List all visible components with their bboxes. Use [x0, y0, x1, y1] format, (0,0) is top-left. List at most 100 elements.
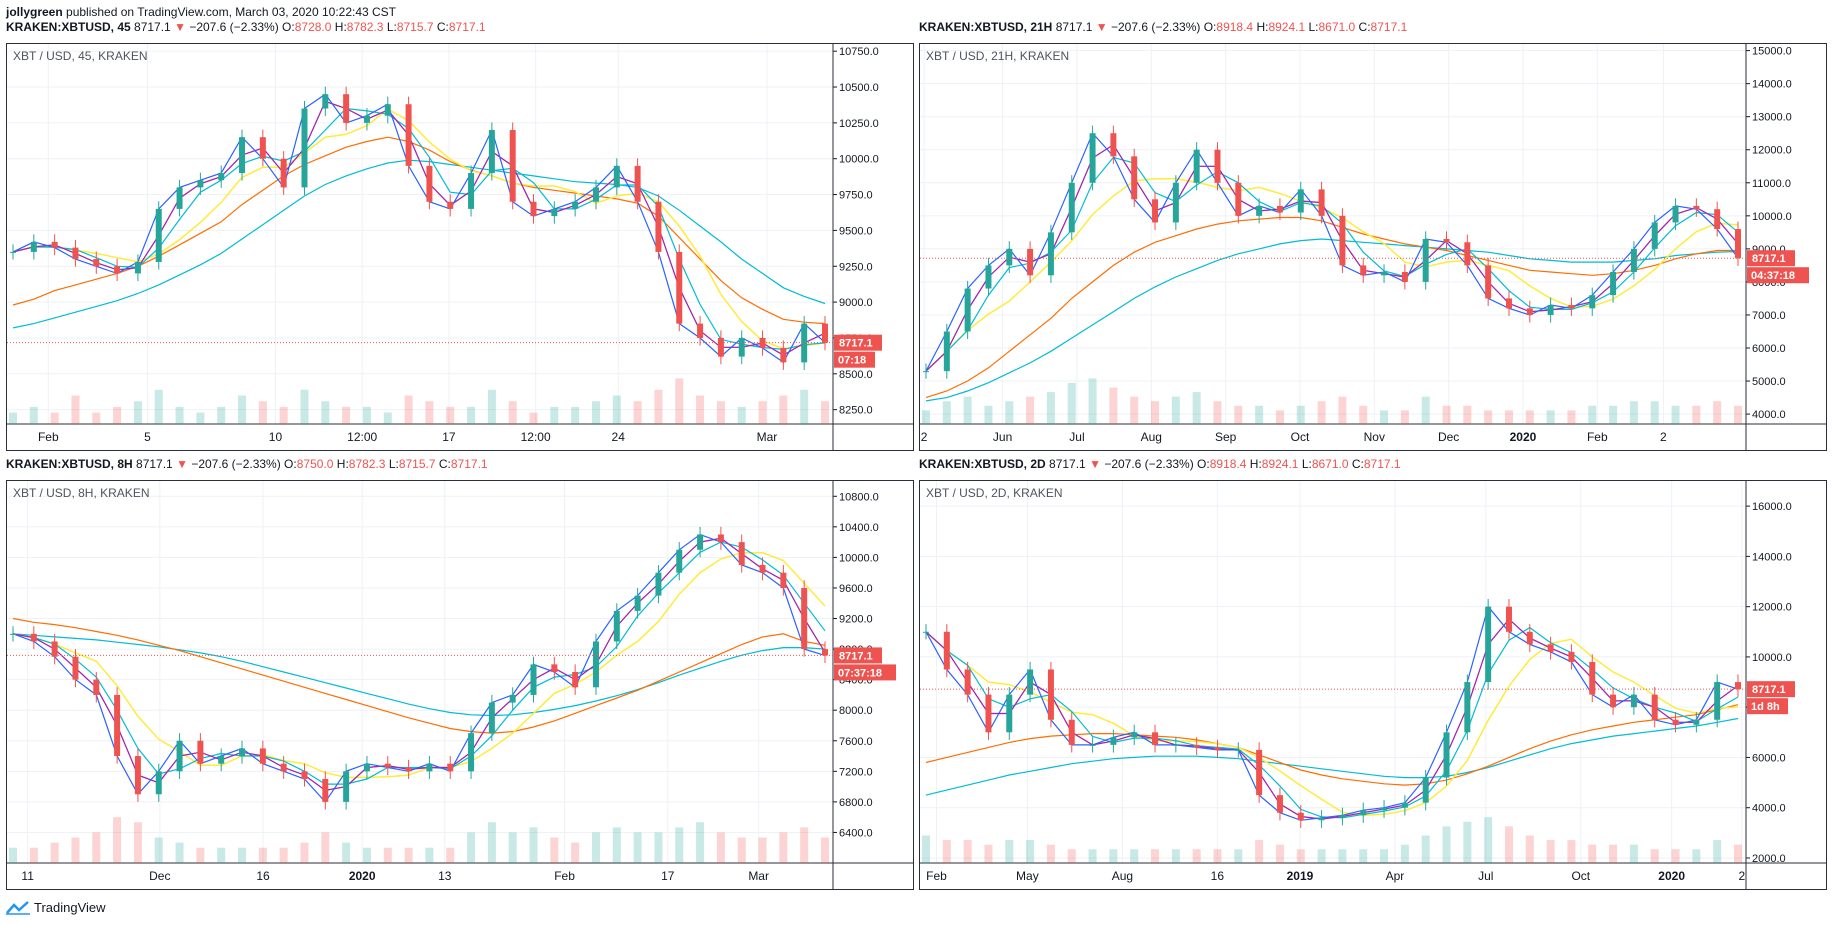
- candle-body: [1339, 215, 1346, 266]
- volume-bar: [1463, 405, 1472, 424]
- candle-body: [10, 251, 16, 253]
- change-value: −207.6 (−2.33%): [191, 457, 281, 471]
- volume-bar: [1442, 405, 1451, 424]
- tradingview-logo[interactable]: TradingView: [6, 900, 106, 915]
- candle-body: [322, 94, 329, 109]
- candle-body: [1193, 744, 1200, 748]
- chart-svg-2d[interactable]: 16000.014000.012000.010000.08000.06000.0…: [920, 481, 1826, 889]
- candle-body: [801, 323, 808, 363]
- panel-header-1: KRAKEN:XBTUSD, 45 8717.1 ▼ −207.6 (−2.33…: [6, 20, 486, 34]
- volume-bar: [529, 412, 538, 424]
- candle-body: [1505, 298, 1512, 309]
- volume-bar: [1525, 410, 1534, 424]
- volume-bar: [71, 837, 80, 863]
- y-tick-label: 2000.0: [1752, 853, 1786, 865]
- x-tick-label: May: [1016, 869, 1039, 883]
- volume-bar: [571, 406, 580, 424]
- candle-body: [1672, 719, 1679, 725]
- candle-body: [697, 534, 704, 550]
- volume-bar: [1213, 401, 1222, 424]
- candle-body: [447, 763, 454, 772]
- chart-svg-8h[interactable]: 10800.010400.010000.09600.09200.08800.08…: [7, 481, 913, 889]
- last-price-label: 8717.1: [1752, 253, 1786, 265]
- symbol-label: KRAKEN:XBTUSD, 45: [6, 20, 131, 34]
- candle-body: [1526, 631, 1533, 645]
- y-tick-label: 6400.0: [839, 827, 873, 839]
- volume-bar: [154, 837, 163, 863]
- volume-bar: [50, 842, 59, 863]
- candle-body: [155, 208, 162, 262]
- volume-bar: [404, 847, 413, 863]
- volume-bar: [362, 847, 371, 863]
- candle-body: [1735, 682, 1741, 690]
- candle-body: [134, 756, 141, 795]
- volume-bar: [279, 406, 288, 424]
- volume-bar: [821, 401, 829, 424]
- candle-body: [93, 679, 100, 695]
- x-tick-label: Sep: [1215, 430, 1237, 444]
- volume-bar: [758, 401, 767, 424]
- volume-bar: [1380, 410, 1389, 424]
- x-tick-label: 2020: [1658, 869, 1685, 883]
- volume-bar: [508, 832, 517, 863]
- candle-body: [447, 201, 454, 209]
- y-tick-label: 8000.0: [839, 705, 873, 717]
- volume-bar: [612, 395, 621, 424]
- volume-bar: [487, 822, 496, 863]
- y-tick-label: 10250.0: [839, 118, 879, 130]
- ma-300-line: [925, 717, 1739, 796]
- x-tick-label: Feb: [38, 430, 59, 444]
- high-value: 8782.3: [346, 20, 384, 34]
- candle-body: [1006, 694, 1013, 733]
- candle-body: [72, 656, 79, 680]
- volume-bar: [779, 395, 788, 424]
- x-tick-label: 16: [256, 869, 270, 883]
- candle-body: [1027, 248, 1034, 276]
- y-tick-label: 14000.0: [1752, 79, 1792, 91]
- candle-body: [697, 323, 704, 338]
- y-tick-label: 6800.0: [839, 797, 873, 809]
- volume-bar: [175, 406, 184, 424]
- volume-bar: [1338, 396, 1347, 424]
- last-price-tag: [834, 647, 882, 664]
- candle-body: [218, 173, 225, 181]
- candle-body: [1235, 182, 1242, 216]
- volume-bar: [342, 406, 351, 424]
- candle-body: [738, 337, 745, 357]
- last-price-tag: [834, 334, 882, 351]
- chart-svg-45[interactable]: 10750.0 10500.0 10250.0 10000.0 9750.0 9500.0…: [7, 44, 913, 450]
- y-tick-label: 14000.0: [1752, 551, 1792, 563]
- volume-bar: [529, 827, 538, 863]
- candle-body: [1339, 815, 1346, 818]
- volume-bar: [716, 832, 725, 863]
- y-tick-label: 10000.0: [839, 552, 879, 564]
- candle-body: [923, 631, 929, 633]
- volume-bar: [1504, 410, 1513, 424]
- ema-slow-line: [925, 178, 1739, 372]
- candle-body: [509, 130, 516, 202]
- candle-body: [1131, 156, 1138, 200]
- volume-bar: [217, 406, 226, 424]
- candle-body: [1276, 795, 1283, 813]
- chart-panel-45[interactable]: 10750.0 10500.0 10250.0 10000.0 9750.0 9500.0…: [6, 43, 914, 451]
- volume-bar: [1567, 410, 1576, 424]
- chart-panel-8h[interactable]: 10800.010400.010000.09600.09200.08800.08…: [6, 480, 914, 890]
- chart-svg-21h[interactable]: 15000.0 14000.0 13000.0 12000.0 11000.0 10000…: [920, 44, 1826, 450]
- volume-bar: [1296, 849, 1305, 863]
- volume-bar: [696, 822, 705, 863]
- volume-bar: [300, 389, 309, 424]
- chart-panel-21h[interactable]: 15000.0 14000.0 13000.0 12000.0 11000.0 10000…: [919, 43, 1827, 451]
- candle-body: [343, 771, 350, 802]
- candle-body: [1505, 606, 1512, 632]
- ema-3-line: [925, 618, 1739, 820]
- chart-panel-2d[interactable]: 16000.014000.012000.010000.08000.06000.0…: [919, 480, 1827, 890]
- candle-body: [1214, 149, 1221, 183]
- ema-slow-line: [925, 631, 1739, 817]
- volume-bar: [238, 395, 247, 424]
- volume-bar: [1421, 835, 1430, 863]
- candle-body: [530, 664, 537, 695]
- volume-bar: [92, 832, 101, 863]
- y-tick-label: 10000.0: [1752, 652, 1792, 664]
- volume-bar: [1026, 396, 1035, 424]
- volume-bar: [1400, 844, 1409, 863]
